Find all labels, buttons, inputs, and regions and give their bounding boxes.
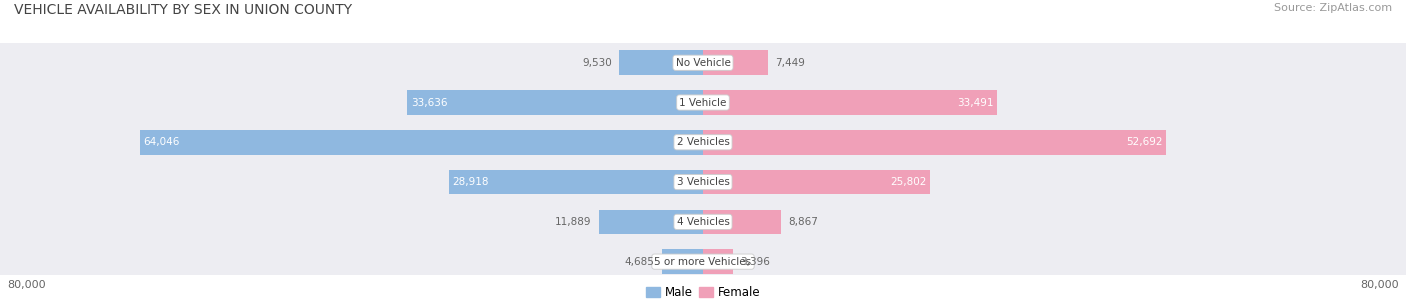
Bar [662,249,703,274]
Bar [619,50,703,75]
Text: 80,000: 80,000 [7,280,45,290]
Bar [449,170,703,194]
Text: 4,685: 4,685 [624,257,655,267]
Text: 2 Vehicles: 2 Vehicles [676,137,730,147]
Bar [703,130,1166,155]
Bar [0,202,1406,242]
Bar [703,249,733,274]
Text: 52,692: 52,692 [1126,137,1163,147]
Text: No Vehicle: No Vehicle [675,58,731,68]
Text: 28,918: 28,918 [453,177,489,187]
Text: 1 Vehicle: 1 Vehicle [679,98,727,107]
Bar [0,242,1406,282]
Legend: Male, Female: Male, Female [641,281,765,304]
Bar [703,50,769,75]
Text: VEHICLE AVAILABILITY BY SEX IN UNION COUNTY: VEHICLE AVAILABILITY BY SEX IN UNION COU… [14,3,352,17]
Text: 9,530: 9,530 [582,58,612,68]
Bar [0,83,1406,122]
Text: 25,802: 25,802 [890,177,927,187]
Text: 8,867: 8,867 [787,217,818,227]
Text: 7,449: 7,449 [776,58,806,68]
Bar [703,170,929,194]
Bar [0,162,1406,202]
Text: 11,889: 11,889 [555,217,592,227]
Bar [599,210,703,234]
Text: 80,000: 80,000 [1361,280,1399,290]
Text: 4 Vehicles: 4 Vehicles [676,217,730,227]
Text: 5 or more Vehicles: 5 or more Vehicles [654,257,752,267]
Bar [408,90,703,115]
Text: 33,491: 33,491 [957,98,994,107]
Bar [0,122,1406,162]
Text: Source: ZipAtlas.com: Source: ZipAtlas.com [1274,3,1392,13]
Text: 33,636: 33,636 [411,98,447,107]
Text: 3,396: 3,396 [740,257,769,267]
Bar [703,90,997,115]
Bar [141,130,703,155]
Text: 3 Vehicles: 3 Vehicles [676,177,730,187]
Bar [703,210,780,234]
Bar [0,43,1406,83]
Text: 64,046: 64,046 [143,137,180,147]
